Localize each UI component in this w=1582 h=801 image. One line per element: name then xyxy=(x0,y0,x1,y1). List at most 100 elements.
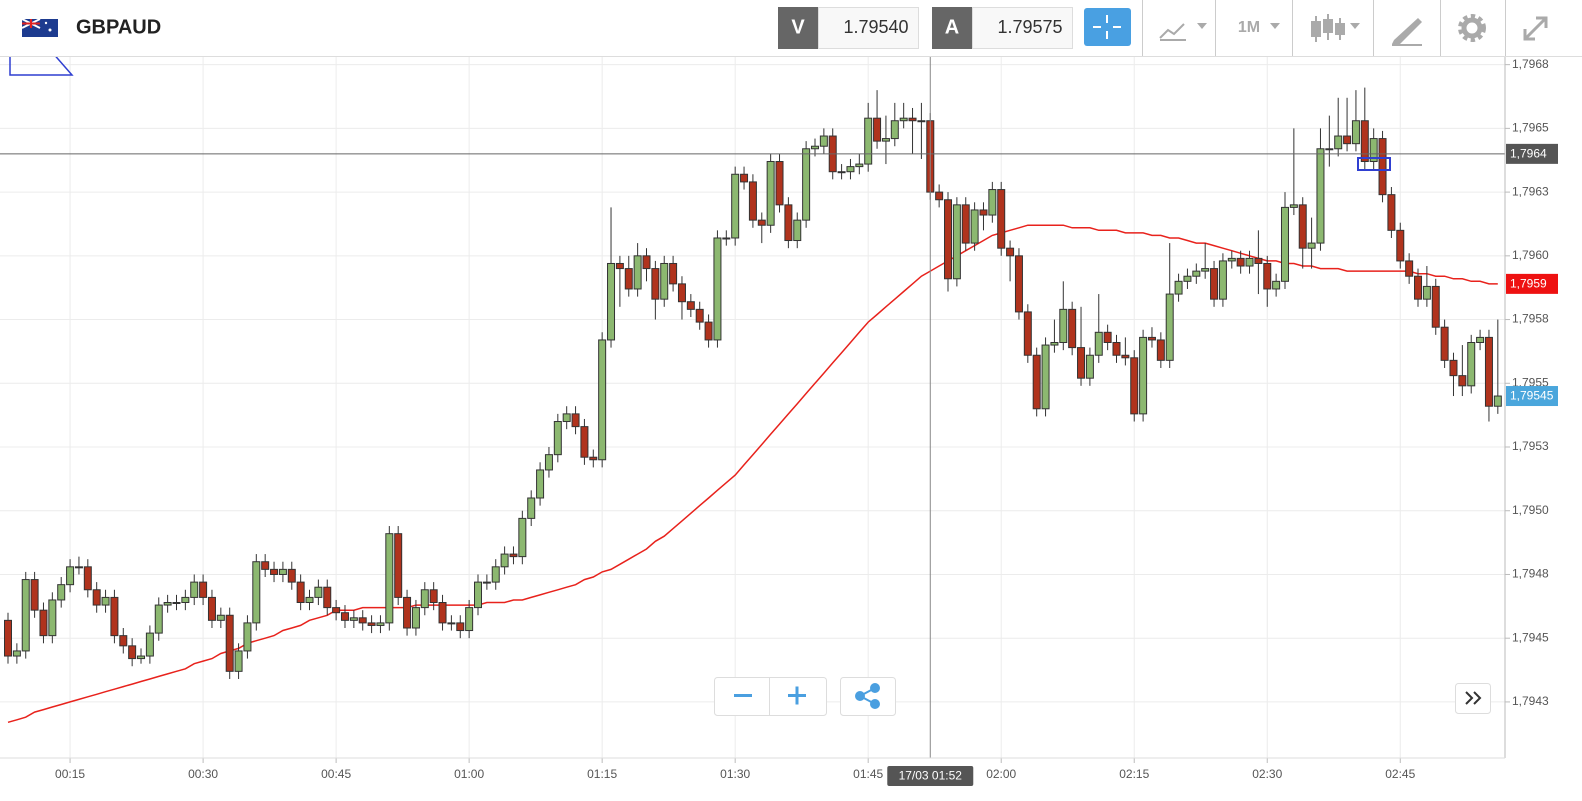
y-tick-label: 1,7950 xyxy=(1512,503,1549,517)
candle-body xyxy=(411,607,420,629)
candle-body xyxy=(518,517,527,558)
dropdown-caret xyxy=(1350,23,1360,29)
y-tick-label: 1,7948 xyxy=(1512,567,1549,581)
candle-body xyxy=(686,301,695,310)
candle-body xyxy=(615,262,624,270)
candle-body xyxy=(1130,357,1139,415)
dropdown-caret xyxy=(1197,23,1207,29)
candle-body xyxy=(536,469,545,499)
zoom-out[interactable] xyxy=(734,694,752,697)
candle-body xyxy=(252,561,261,624)
candle-body xyxy=(979,209,988,216)
candle-body xyxy=(731,173,740,239)
candle-body xyxy=(917,120,926,123)
candle-body xyxy=(1422,285,1431,300)
candle-body xyxy=(784,204,793,242)
candle-body xyxy=(137,655,146,660)
candle-body xyxy=(1023,311,1032,356)
candle-body xyxy=(544,454,553,471)
price-labels: 1,79681,79651,79631,79601,79581,79551,79… xyxy=(887,57,1558,786)
candle-body xyxy=(500,553,509,568)
candle-body xyxy=(30,579,39,611)
candle-body xyxy=(1254,257,1263,264)
crosshair-button[interactable] xyxy=(1084,8,1131,46)
y-tick-label: 1,7968 xyxy=(1512,57,1549,71)
candle-body xyxy=(1192,270,1201,277)
candle-body xyxy=(1467,341,1476,387)
buy-button[interactable] xyxy=(932,7,972,49)
candle-body xyxy=(1014,255,1023,313)
expand-icon[interactable] xyxy=(1523,16,1548,41)
sell-box[interactable] xyxy=(818,7,919,49)
candle-body xyxy=(1236,257,1245,267)
candle-body xyxy=(1094,331,1103,356)
zoom-in[interactable] xyxy=(788,686,806,705)
candle-body xyxy=(580,426,589,458)
y-tick-label: 1,7955 xyxy=(1512,375,1549,389)
candle-body xyxy=(944,199,953,280)
candle-body xyxy=(243,622,252,652)
scroll-right-button[interactable] xyxy=(1455,683,1491,714)
sell-button[interactable] xyxy=(778,7,818,49)
candle-body xyxy=(1334,135,1343,150)
candle-body xyxy=(642,255,651,270)
y-tick-label: 1,7945 xyxy=(1512,630,1549,644)
candle-body xyxy=(864,117,873,165)
chart-type-icon[interactable] xyxy=(1159,23,1186,41)
share-button[interactable] xyxy=(840,677,896,716)
buy-box[interactable] xyxy=(972,7,1073,49)
candle-body xyxy=(181,596,190,604)
grid: 00:15 00:30 00:45 01:00 01:15 01:30 01:45 02:00… xyxy=(0,57,1510,781)
candle-body xyxy=(695,308,704,323)
candle-body xyxy=(323,586,332,609)
candle-body xyxy=(562,413,571,423)
candle-body xyxy=(394,533,403,598)
candle-body xyxy=(970,209,979,244)
candle-body xyxy=(39,609,48,637)
candle-body xyxy=(881,138,890,142)
buy-label: A xyxy=(945,16,959,38)
candle-body xyxy=(1147,336,1156,341)
candle-body xyxy=(509,553,518,558)
candle-body xyxy=(261,561,270,570)
y-tick-label: 1,7960 xyxy=(1512,248,1549,262)
candle-body xyxy=(1289,204,1298,208)
candles-icon[interactable] xyxy=(1311,14,1345,42)
candle-body xyxy=(385,533,394,624)
candle-body xyxy=(305,596,314,604)
moving-average-label: 1,7959 xyxy=(1510,277,1547,291)
zoom-control xyxy=(714,677,827,716)
candle-body xyxy=(651,268,660,300)
candle-body xyxy=(1325,148,1334,151)
drawing-box[interactable] xyxy=(1357,157,1391,171)
candle-body xyxy=(1218,260,1227,300)
candle-body xyxy=(358,617,367,624)
candle-body xyxy=(1484,336,1493,407)
candle-body xyxy=(154,604,163,634)
candle-body xyxy=(1077,347,1086,379)
draw-icon[interactable] xyxy=(1392,18,1422,46)
candle-body xyxy=(57,584,66,601)
settings-icon[interactable] xyxy=(1458,14,1486,42)
candle-body xyxy=(491,566,500,583)
candle-body xyxy=(172,602,181,605)
sell-price: 1.79540 xyxy=(843,17,908,37)
candle-body xyxy=(287,568,296,583)
candle-body xyxy=(1440,326,1449,361)
candle-body xyxy=(669,262,678,285)
candle-body xyxy=(1431,285,1440,328)
candle-body xyxy=(119,635,128,647)
candle-body xyxy=(1343,135,1352,145)
toolbar-separators xyxy=(1142,0,1506,56)
candle-body xyxy=(314,586,323,598)
candle-body xyxy=(207,596,216,621)
candle-body xyxy=(438,602,447,624)
candle-body xyxy=(92,589,101,606)
timeframe[interactable]: 1M xyxy=(1238,19,1260,36)
candle-body xyxy=(704,321,713,341)
candle-body xyxy=(775,161,784,206)
candle-body xyxy=(420,589,429,609)
y-tick-label: 1,7963 xyxy=(1512,184,1549,198)
candle-body xyxy=(1183,275,1192,282)
candle-body xyxy=(899,117,908,122)
